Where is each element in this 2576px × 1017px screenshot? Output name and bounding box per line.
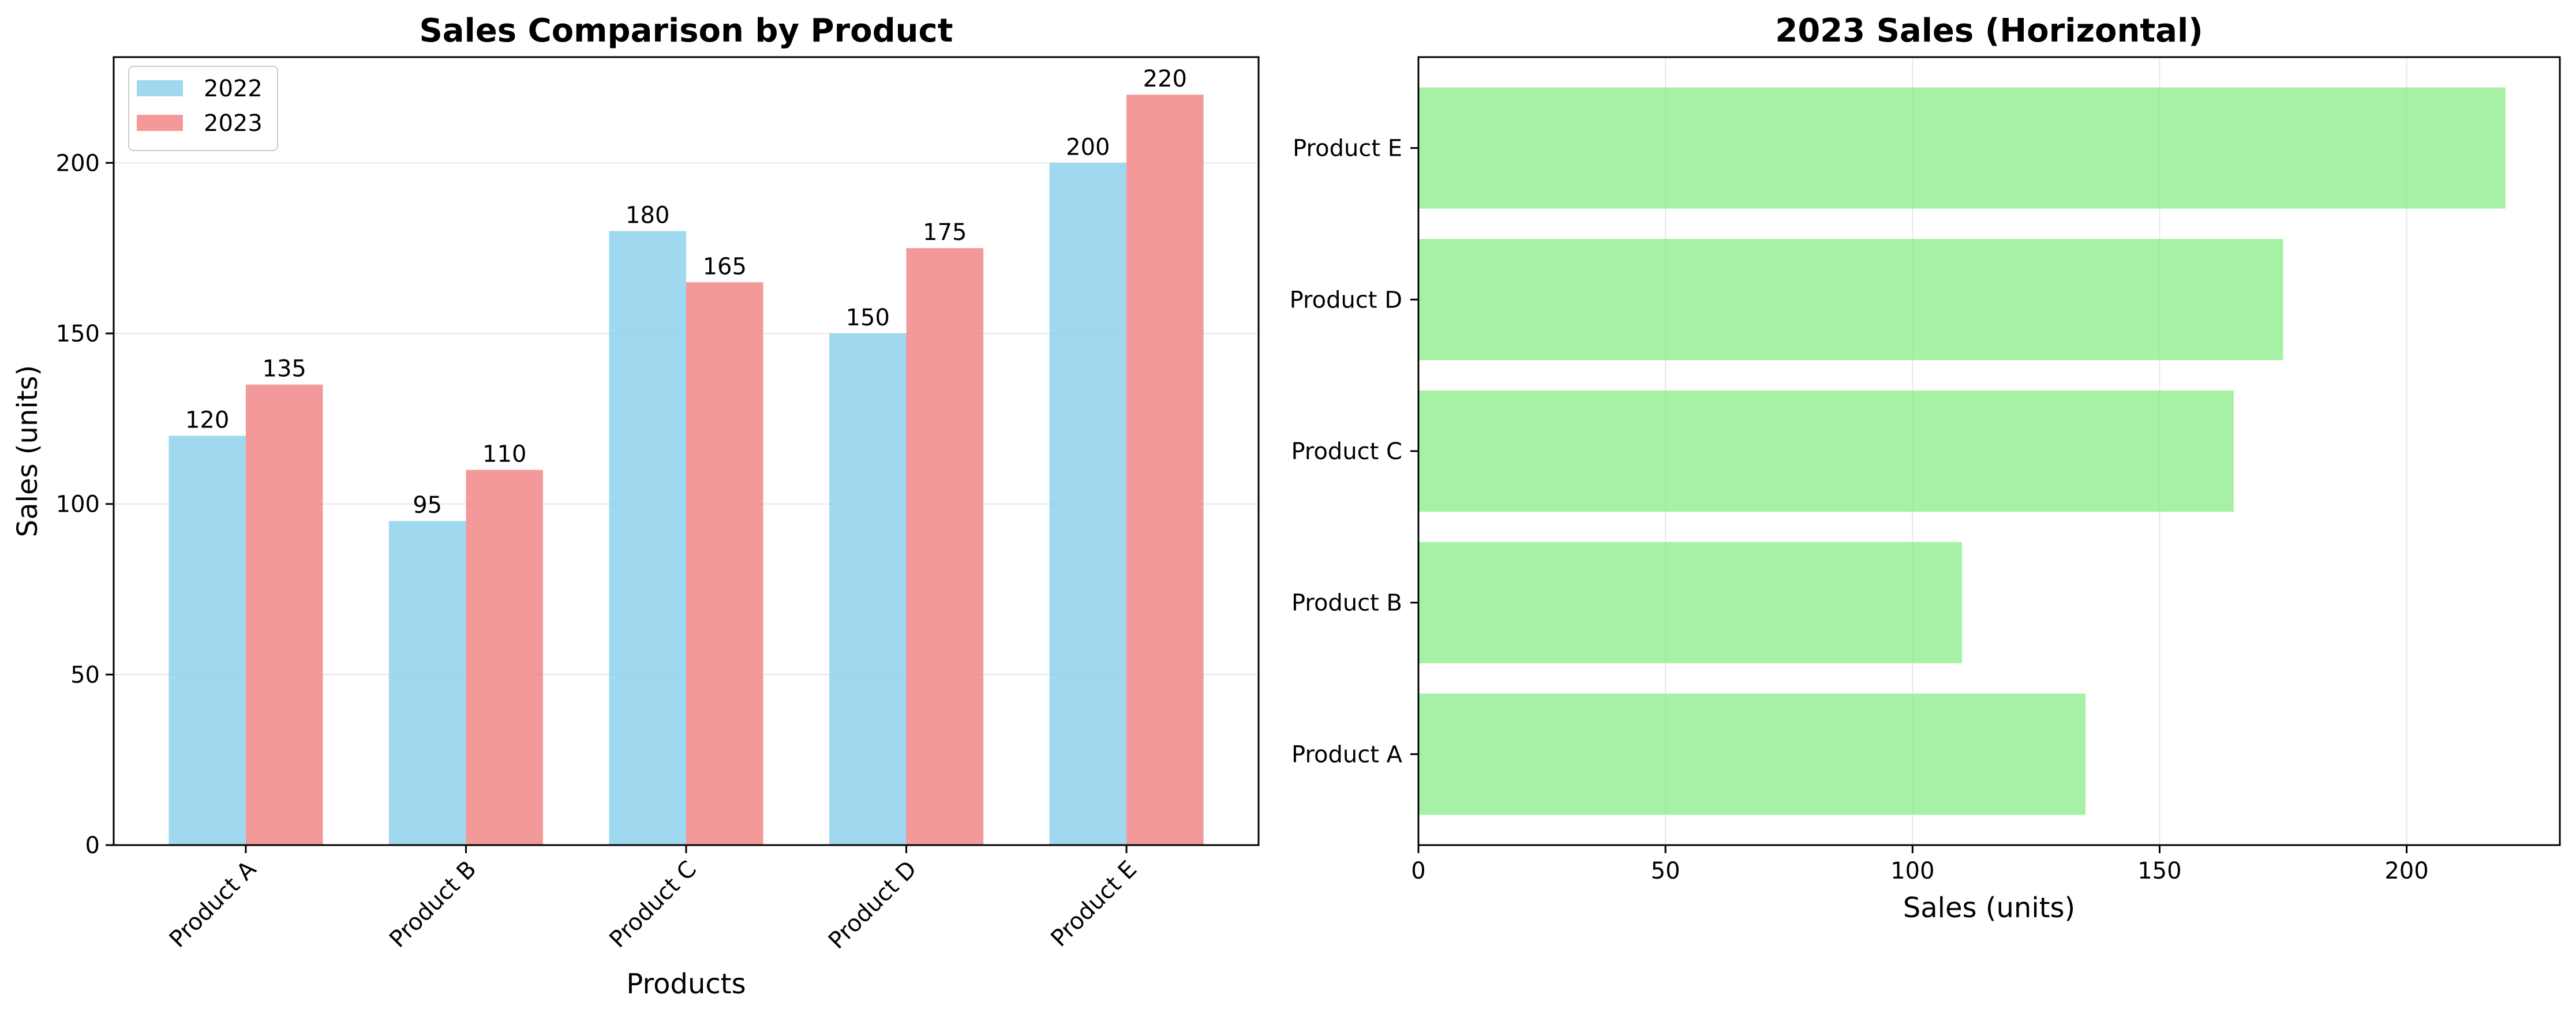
legend-label-2023: 2023 <box>204 110 263 137</box>
y-tick-label-product-d: Product D <box>1290 287 1402 313</box>
bars <box>1418 87 2506 815</box>
data-label-2022-product-d: 150 <box>846 305 890 331</box>
x-tick-label-product-e: Product E <box>1046 856 1142 952</box>
data-label-2022-product-a: 120 <box>185 407 229 433</box>
bar-2022-product-e <box>1049 163 1127 845</box>
data-label-2022-product-c: 180 <box>626 202 669 229</box>
bar-2023-product-a <box>245 384 323 845</box>
chart-title: Sales Comparison by Product <box>419 12 953 50</box>
legend-swatch-2022 <box>137 80 183 96</box>
y-tick-label-50: 50 <box>70 662 100 688</box>
y-tick-label-100: 100 <box>56 491 100 518</box>
plot-frame <box>113 56 1260 846</box>
x-tick-label-product-b: Product B <box>384 856 481 953</box>
x-tick-label-0: 0 <box>1411 858 1425 884</box>
bar-product-b <box>1418 542 1962 663</box>
data-label-2023-product-c: 165 <box>703 253 747 280</box>
legend-swatch-2023 <box>137 115 183 131</box>
bar-product-a <box>1418 693 2085 815</box>
data-label-2023-product-d: 175 <box>923 219 967 246</box>
data-label-2023-product-a: 135 <box>263 356 306 382</box>
x-tick-label-product-a: Product A <box>164 855 262 953</box>
data-label-2022-product-e: 200 <box>1066 134 1110 160</box>
chart-title: 2023 Sales (Horizontal) <box>1775 12 2203 50</box>
y-tick-label-150: 150 <box>56 321 100 347</box>
y-tick-label-product-a: Product A <box>1291 741 1403 768</box>
legend-label-2022: 2022 <box>204 76 263 102</box>
y-tick-label-0: 0 <box>85 832 100 859</box>
y-tick-label-200: 200 <box>56 150 100 177</box>
x-axis-label: Sales (units) <box>1903 892 2075 924</box>
bar-2022-product-d <box>829 333 907 845</box>
data-label-2022-product-b: 95 <box>413 492 442 519</box>
y-tick-label-product-c: Product C <box>1291 438 1402 465</box>
x-tick-label-product-c: Product C <box>604 856 702 954</box>
y-axis-label: Sales (units) <box>12 365 44 537</box>
x-tick-label-100: 100 <box>1890 858 1934 884</box>
bar-product-e <box>1418 87 2506 209</box>
x-tick-label-150: 150 <box>2137 858 2181 884</box>
bar-2023-product-b <box>466 470 543 845</box>
y-tick-label-product-b: Product B <box>1291 590 1402 617</box>
bar-2022-product-a <box>169 436 246 845</box>
x-ticks: 0 50 100 150 200 <box>1411 845 2429 884</box>
x-axis-label: Products <box>626 968 746 1000</box>
bar-2022-product-b <box>388 521 466 845</box>
y-ticks: 0 50 100 150 200 <box>56 150 114 859</box>
bar-product-c <box>1418 390 2234 512</box>
sales-comparison-chart: Sales Comparison by Product Products Sal… <box>12 12 1260 1000</box>
data-label-2023-product-b: 110 <box>482 441 526 468</box>
x-ticks: Product A Product B Product C Product D Prod… <box>164 845 1142 954</box>
data-labels: 120 95 180 150 200 135 110 165 175 220 <box>185 66 1187 519</box>
y-tick-label-product-e: Product E <box>1293 136 1402 162</box>
bar-product-d <box>1418 239 2283 361</box>
bar-2022-product-c <box>609 231 686 845</box>
x-tick-label-50: 50 <box>1651 858 1680 884</box>
horizontal-sales-chart: 2023 Sales (Horizontal) Sales (units) 0 5… <box>1290 12 2561 924</box>
y-ticks: Product A Product B Product C Product D Prod… <box>1290 136 1418 768</box>
bar-2023-product-d <box>906 248 984 846</box>
data-label-2023-product-e: 220 <box>1143 66 1187 92</box>
x-tick-label-product-d: Product D <box>823 856 922 955</box>
x-tick-label-200: 200 <box>2384 858 2428 884</box>
bar-2023-product-e <box>1126 95 1204 846</box>
bar-2023-product-c <box>686 282 763 845</box>
plot-frame <box>1417 56 2561 846</box>
legend: 2022 2023 <box>128 66 278 151</box>
bars <box>169 95 1204 846</box>
